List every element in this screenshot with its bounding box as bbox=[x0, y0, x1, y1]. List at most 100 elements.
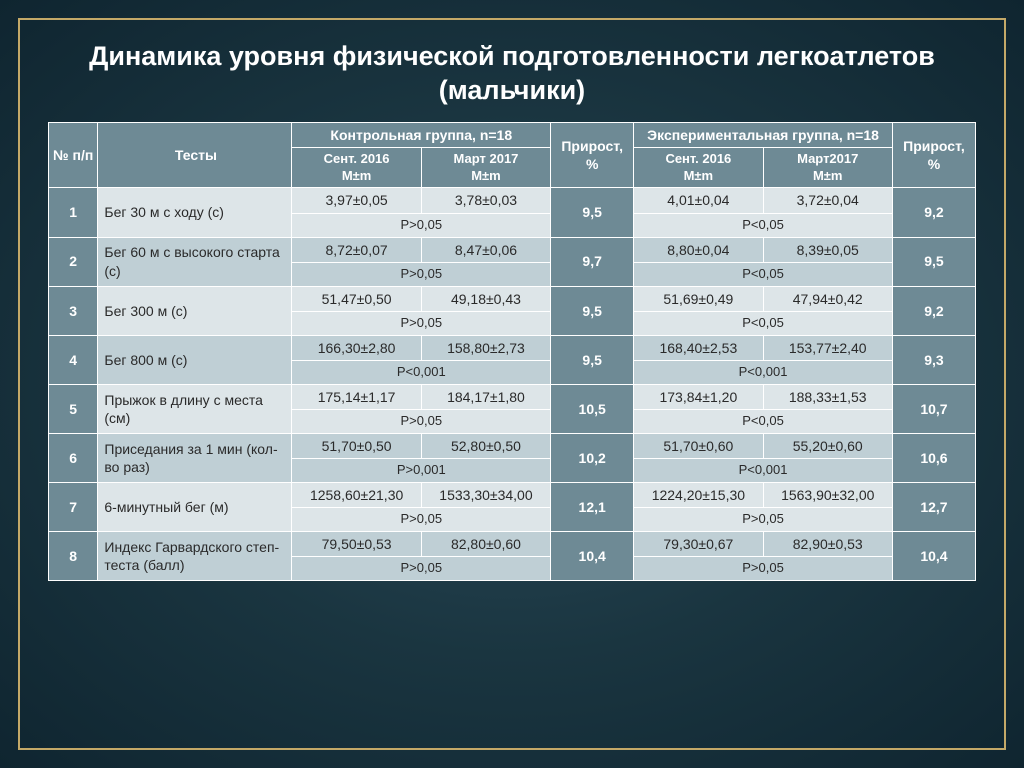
cell-control-gain: 9,5 bbox=[551, 335, 634, 384]
cell-exp-gain: 9,3 bbox=[892, 335, 975, 384]
slide-frame: Динамика уровня физической подготовленно… bbox=[18, 18, 1006, 750]
cell-exp-pvalue: Р<0,05 bbox=[634, 262, 893, 286]
label-mpm: M±m bbox=[342, 168, 372, 183]
label-mpm: M±m bbox=[813, 168, 843, 183]
cell-exp-pvalue: Р>0,05 bbox=[634, 557, 893, 581]
label-sept: Сент. 2016 bbox=[665, 151, 731, 166]
cell-exp-gain: 12,7 bbox=[892, 482, 975, 531]
row-test: Приседания за 1 мин (кол-во раз) bbox=[98, 433, 292, 482]
cell-control-pvalue: Р>0,05 bbox=[292, 557, 551, 581]
label-mpm: M±m bbox=[471, 168, 501, 183]
cell-control-march: 82,80±0,60 bbox=[421, 532, 550, 557]
header-control-march: Март 2017 M±m bbox=[421, 147, 550, 188]
header-tests: Тесты bbox=[98, 122, 292, 188]
cell-control-gain: 10,4 bbox=[551, 532, 634, 581]
cell-exp-sept: 8,80±0,04 bbox=[634, 237, 763, 262]
cell-exp-pvalue: Р>0,05 bbox=[634, 508, 893, 532]
cell-control-sept: 166,30±2,80 bbox=[292, 335, 421, 360]
row-num: 2 bbox=[49, 237, 98, 286]
cell-control-gain: 10,5 bbox=[551, 384, 634, 433]
header-exp-sept: Сент. 2016 M±m bbox=[634, 147, 763, 188]
cell-control-gain: 10,2 bbox=[551, 433, 634, 482]
cell-exp-march: 47,94±0,42 bbox=[763, 286, 892, 311]
row-num: 4 bbox=[49, 335, 98, 384]
cell-exp-march: 153,77±2,40 bbox=[763, 335, 892, 360]
cell-exp-gain: 10,6 bbox=[892, 433, 975, 482]
cell-exp-sept: 79,30±0,67 bbox=[634, 532, 763, 557]
row-num: 5 bbox=[49, 384, 98, 433]
cell-control-march: 49,18±0,43 bbox=[421, 286, 550, 311]
row-test: Индекс Гарвардского степ-теста (балл) bbox=[98, 532, 292, 581]
cell-control-sept: 8,72±0,07 bbox=[292, 237, 421, 262]
cell-control-sept: 3,97±0,05 bbox=[292, 188, 421, 213]
row-num: 8 bbox=[49, 532, 98, 581]
row-test: 6-минутный бег (м) bbox=[98, 482, 292, 531]
cell-control-pvalue: Р>0,05 bbox=[292, 311, 551, 335]
cell-control-sept: 51,47±0,50 bbox=[292, 286, 421, 311]
cell-control-sept: 175,14±1,17 bbox=[292, 384, 421, 409]
header-experimental: Экспериментальная группа, n=18 bbox=[634, 122, 893, 147]
cell-exp-march: 55,20±0,60 bbox=[763, 433, 892, 458]
cell-exp-sept: 173,84±1,20 bbox=[634, 384, 763, 409]
cell-exp-march: 3,72±0,04 bbox=[763, 188, 892, 213]
cell-control-gain: 9,5 bbox=[551, 188, 634, 237]
cell-control-pvalue: Р>0,001 bbox=[292, 459, 551, 483]
header-exp-march: Март2017 M±m bbox=[763, 147, 892, 188]
cell-exp-pvalue: Р<0,05 bbox=[634, 311, 893, 335]
cell-exp-gain: 10,7 bbox=[892, 384, 975, 433]
data-table: № п/п Тесты Контрольная группа, n=18 При… bbox=[48, 122, 976, 582]
cell-control-sept: 51,70±0,50 bbox=[292, 433, 421, 458]
cell-control-pvalue: Р>0,05 bbox=[292, 262, 551, 286]
cell-control-march: 184,17±1,80 bbox=[421, 384, 550, 409]
cell-control-gain: 9,5 bbox=[551, 286, 634, 335]
header-gain-control: Прирост, % bbox=[551, 122, 634, 188]
header-num: № п/п bbox=[49, 122, 98, 188]
label-march: Март 2017 bbox=[454, 151, 519, 166]
cell-exp-sept: 1224,20±15,30 bbox=[634, 482, 763, 507]
cell-exp-sept: 4,01±0,04 bbox=[634, 188, 763, 213]
row-num: 6 bbox=[49, 433, 98, 482]
header-control: Контрольная группа, n=18 bbox=[292, 122, 551, 147]
cell-exp-sept: 51,69±0,49 bbox=[634, 286, 763, 311]
cell-control-gain: 12,1 bbox=[551, 482, 634, 531]
cell-exp-march: 82,90±0,53 bbox=[763, 532, 892, 557]
label-sept: Сент. 2016 bbox=[324, 151, 390, 166]
cell-control-march: 8,47±0,06 bbox=[421, 237, 550, 262]
cell-control-sept: 1258,60±21,30 bbox=[292, 482, 421, 507]
cell-control-pvalue: Р>0,05 bbox=[292, 213, 551, 237]
cell-exp-gain: 9,2 bbox=[892, 286, 975, 335]
cell-control-pvalue: Р>0,05 bbox=[292, 409, 551, 433]
cell-control-march: 158,80±2,73 bbox=[421, 335, 550, 360]
cell-exp-march: 8,39±0,05 bbox=[763, 237, 892, 262]
cell-exp-pvalue: Р<0,05 bbox=[634, 409, 893, 433]
cell-control-gain: 9,7 bbox=[551, 237, 634, 286]
label-mpm: M±m bbox=[684, 168, 714, 183]
row-test: Прыжок в длину с места (см) bbox=[98, 384, 292, 433]
header-gain-exp: Прирост, % bbox=[892, 122, 975, 188]
row-test: Бег 60 м с высокого старта (с) bbox=[98, 237, 292, 286]
cell-exp-gain: 9,5 bbox=[892, 237, 975, 286]
row-num: 7 bbox=[49, 482, 98, 531]
slide-title: Динамика уровня физической подготовленно… bbox=[48, 40, 976, 108]
cell-control-march: 3,78±0,03 bbox=[421, 188, 550, 213]
cell-exp-pvalue: Р<0,001 bbox=[634, 360, 893, 384]
cell-exp-pvalue: Р<0,001 bbox=[634, 459, 893, 483]
row-test: Бег 800 м (с) bbox=[98, 335, 292, 384]
cell-control-pvalue: Р>0,05 bbox=[292, 508, 551, 532]
cell-exp-pvalue: Р<0,05 bbox=[634, 213, 893, 237]
cell-exp-sept: 168,40±2,53 bbox=[634, 335, 763, 360]
cell-exp-gain: 10,4 bbox=[892, 532, 975, 581]
cell-control-pvalue: Р<0,001 bbox=[292, 360, 551, 384]
row-test: Бег 300 м (с) bbox=[98, 286, 292, 335]
row-num: 3 bbox=[49, 286, 98, 335]
row-num: 1 bbox=[49, 188, 98, 237]
row-test: Бег 30 м с ходу (с) bbox=[98, 188, 292, 237]
cell-control-sept: 79,50±0,53 bbox=[292, 532, 421, 557]
cell-exp-march: 188,33±1,53 bbox=[763, 384, 892, 409]
cell-exp-march: 1563,90±32,00 bbox=[763, 482, 892, 507]
label-march2: Март2017 bbox=[797, 151, 858, 166]
header-control-sept: Сент. 2016 M±m bbox=[292, 147, 421, 188]
cell-control-march: 1533,30±34,00 bbox=[421, 482, 550, 507]
cell-exp-sept: 51,70±0,60 bbox=[634, 433, 763, 458]
cell-exp-gain: 9,2 bbox=[892, 188, 975, 237]
